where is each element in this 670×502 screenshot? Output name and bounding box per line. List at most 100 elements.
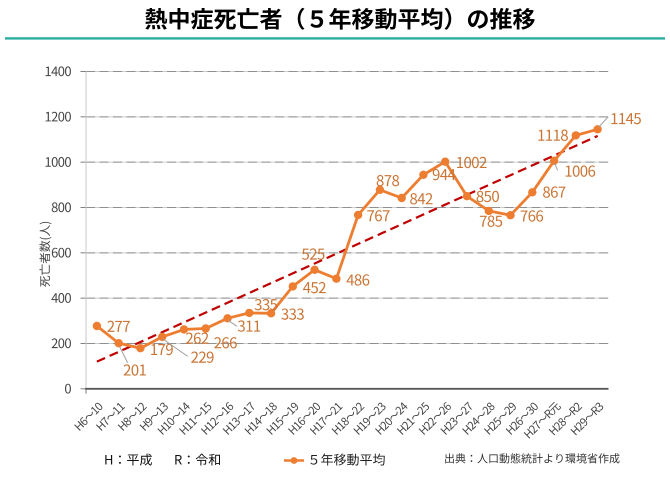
x-tick-label xyxy=(74,402,103,431)
x-tick-label xyxy=(266,402,299,435)
data-point-marker xyxy=(201,324,210,333)
gridlines xyxy=(86,71,609,344)
data-label xyxy=(151,343,173,356)
x-tick-label xyxy=(523,401,561,439)
data-point-marker xyxy=(549,156,559,165)
data-point-marker xyxy=(332,274,341,283)
data-label xyxy=(565,165,596,177)
x-tick-label xyxy=(244,402,277,435)
x-tick-label xyxy=(462,402,495,435)
data-label xyxy=(457,156,487,169)
data-labels xyxy=(107,113,641,376)
x-tick-label xyxy=(418,402,451,435)
y-tick-label xyxy=(51,293,71,303)
x-tick-label xyxy=(375,402,408,435)
y-tick-label xyxy=(51,202,71,213)
data-label xyxy=(346,274,370,286)
data-label xyxy=(185,332,209,344)
data-point-marker xyxy=(136,344,145,353)
data-point-marker xyxy=(266,309,276,318)
data-label xyxy=(543,186,566,198)
data-label-leader xyxy=(227,319,238,327)
x-axis-labels xyxy=(74,401,604,439)
data-label-leader xyxy=(119,346,129,363)
data-label xyxy=(520,210,544,222)
data-point-marker xyxy=(484,206,493,216)
data-label-leader xyxy=(554,162,559,171)
page-title-text xyxy=(145,7,535,30)
series-markers xyxy=(92,125,602,353)
data-label xyxy=(538,129,568,141)
x-tick-label xyxy=(396,401,429,435)
legend-marker-dot xyxy=(290,457,298,464)
data-label-leader xyxy=(162,338,188,357)
data-point-marker xyxy=(288,282,297,291)
data-label xyxy=(214,337,237,349)
data-point-marker xyxy=(593,125,602,134)
x-tick-label xyxy=(570,402,604,436)
x-tick-label xyxy=(353,402,386,435)
x-tick-label xyxy=(331,402,365,435)
x-tick-label xyxy=(505,402,538,435)
y-tick-label xyxy=(45,66,71,77)
data-point-marker xyxy=(397,193,406,203)
y-axis-ticks xyxy=(80,71,86,390)
data-label xyxy=(254,298,278,311)
data-point-marker xyxy=(223,314,232,323)
data-point-marker xyxy=(353,210,363,220)
era-note-reiwa-text xyxy=(175,453,220,466)
x-tick-label xyxy=(95,402,126,431)
data-label xyxy=(191,351,214,363)
x-tick-label xyxy=(440,401,472,435)
y-tick-label xyxy=(45,111,71,122)
data-label xyxy=(476,190,499,203)
data-point-marker xyxy=(462,192,472,201)
source-note-text xyxy=(445,453,620,464)
x-tick-label xyxy=(548,402,583,436)
x-tick-label xyxy=(117,402,147,431)
y-tick-label xyxy=(45,157,71,167)
x-tick-label xyxy=(222,401,255,435)
legend xyxy=(284,453,385,466)
x-tick-label xyxy=(200,402,234,435)
data-point-marker xyxy=(158,332,167,342)
data-point-marker xyxy=(245,308,254,318)
data-point-marker xyxy=(441,157,450,166)
y-tick-label xyxy=(51,247,71,258)
data-label xyxy=(410,193,433,205)
x-tick-label xyxy=(483,402,516,435)
data-label xyxy=(611,113,641,125)
data-label xyxy=(432,168,456,181)
data-label xyxy=(123,364,146,376)
x-tick-label xyxy=(287,402,321,435)
era-note-heisei-text xyxy=(105,453,152,466)
title-divider-rule xyxy=(5,37,665,40)
data-point-marker xyxy=(419,170,428,179)
data-point-marker xyxy=(506,211,515,220)
data-label xyxy=(303,281,326,294)
data-label-leader xyxy=(598,116,609,128)
data-label xyxy=(281,308,304,320)
data-point-marker xyxy=(375,185,385,194)
data-point-marker xyxy=(92,321,102,331)
data-point-marker xyxy=(571,131,580,140)
data-point-marker xyxy=(310,265,319,274)
data-point-marker xyxy=(528,188,537,197)
data-point-marker xyxy=(179,325,189,334)
legend-label-text xyxy=(310,453,385,466)
data-label xyxy=(107,320,130,332)
data-point-marker xyxy=(114,339,123,348)
y-axis-title-text xyxy=(39,221,52,287)
x-tick-label xyxy=(157,402,190,435)
data-label xyxy=(367,210,390,222)
x-tick-label xyxy=(139,402,168,431)
data-label xyxy=(237,320,261,332)
x-tick-label xyxy=(309,402,343,435)
data-label xyxy=(479,215,503,227)
data-label xyxy=(376,174,400,187)
y-tick-label xyxy=(65,383,71,394)
y-tick-label xyxy=(51,338,71,349)
x-tick-label xyxy=(179,401,212,435)
data-label xyxy=(301,248,325,260)
